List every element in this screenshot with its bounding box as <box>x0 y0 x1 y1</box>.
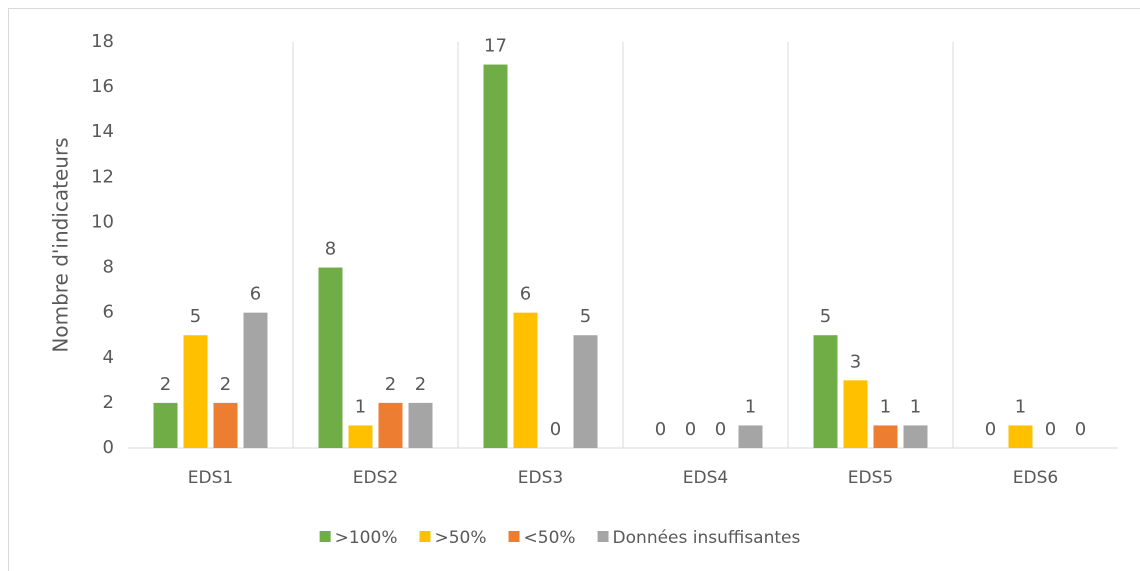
data-label: 1 <box>745 396 756 417</box>
data-label: 2 <box>385 374 396 395</box>
data-label: 0 <box>715 419 726 440</box>
x-tick-label: EDS6 <box>1013 468 1058 488</box>
data-label: 17 <box>484 36 507 57</box>
x-tick-label: EDS1 <box>188 468 233 488</box>
bar <box>483 64 508 449</box>
data-label: 0 <box>1075 419 1086 440</box>
bar <box>843 380 868 448</box>
chart-frame <box>8 8 1140 571</box>
bar <box>903 425 928 448</box>
legend-label: >50% <box>434 528 486 548</box>
legend-label: >100% <box>335 528 398 548</box>
x-tick-label: EDS4 <box>683 468 728 488</box>
legend-swatch <box>419 531 431 542</box>
data-label: 3 <box>850 351 861 372</box>
bar <box>738 425 763 448</box>
data-label: 0 <box>655 419 666 440</box>
bar <box>1008 425 1033 448</box>
y-tick-label: 4 <box>103 347 114 368</box>
data-label: 2 <box>160 374 171 395</box>
data-label: 0 <box>685 419 696 440</box>
data-label: 1 <box>355 396 366 417</box>
legend-swatch <box>508 531 520 542</box>
y-tick-label: 0 <box>103 437 114 458</box>
data-label: 2 <box>220 374 231 395</box>
data-label: 5 <box>580 306 591 327</box>
bar <box>408 402 433 448</box>
bar <box>243 312 268 448</box>
data-label: 1 <box>1015 396 1026 417</box>
y-tick-label: 6 <box>103 302 114 323</box>
data-label: 5 <box>820 306 831 327</box>
bar <box>318 267 343 448</box>
x-tick-label: EDS3 <box>518 468 563 488</box>
data-label: 1 <box>910 396 921 417</box>
data-label: 8 <box>325 239 336 260</box>
data-label: 0 <box>1045 419 1056 440</box>
legend-label: <50% <box>524 528 576 548</box>
data-label: 6 <box>520 284 531 305</box>
bar <box>813 335 838 448</box>
y-tick-label: 2 <box>103 392 114 413</box>
bar <box>573 335 598 448</box>
data-label: 6 <box>250 284 261 305</box>
legend-swatch <box>597 531 609 542</box>
legend-swatch <box>319 531 331 542</box>
bar <box>213 402 238 448</box>
bar <box>513 312 538 448</box>
y-axis-label: Nombre d'indicateurs <box>49 137 73 352</box>
data-label: 0 <box>985 419 996 440</box>
data-label: 0 <box>550 419 561 440</box>
y-tick-label: 8 <box>103 257 114 278</box>
bar <box>183 335 208 448</box>
x-tick-label: EDS2 <box>353 468 398 488</box>
y-tick-label: 10 <box>91 211 114 232</box>
y-tick-label: 14 <box>91 121 114 142</box>
data-label: 5 <box>190 306 201 327</box>
y-tick-label: 16 <box>91 76 114 97</box>
y-tick-label: 18 <box>91 31 114 52</box>
data-label: 2 <box>415 374 426 395</box>
bar <box>348 425 373 448</box>
legend-label: Données insuffisantes <box>613 528 801 548</box>
y-tick-label: 12 <box>91 166 114 187</box>
bar <box>153 402 178 448</box>
x-tick-label: EDS5 <box>848 468 893 488</box>
data-label: 1 <box>880 396 891 417</box>
bar <box>873 425 898 448</box>
bar <box>378 402 403 448</box>
